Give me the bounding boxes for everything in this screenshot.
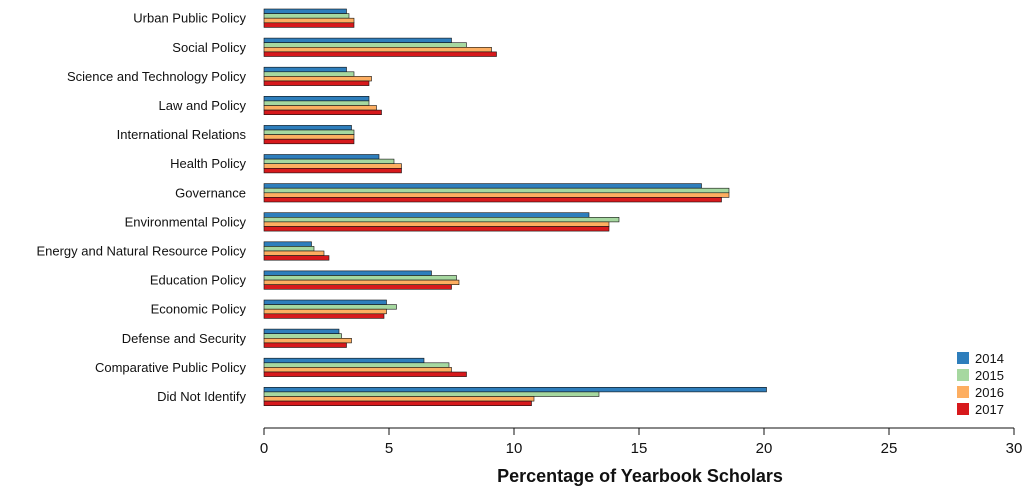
x-tick-label: 15 (631, 440, 648, 457)
bar-2015-3 (264, 101, 369, 106)
bar-2014-12 (264, 358, 424, 363)
x-tick-label: 30 (1006, 440, 1023, 457)
category-label: Urban Public Policy (133, 11, 246, 26)
bar-2016-1 (264, 47, 492, 52)
bars-layer (264, 9, 767, 406)
bar-2016-3 (264, 106, 377, 111)
bar-2016-9 (264, 280, 459, 285)
bar-2015-4 (264, 130, 354, 135)
bar-2014-10 (264, 300, 387, 305)
legend-label: 2016 (975, 385, 1004, 400)
bar-2016-12 (264, 367, 452, 372)
category-label: Economic Policy (151, 302, 247, 317)
category-label: Social Policy (172, 40, 246, 55)
bar-2015-10 (264, 305, 397, 310)
bar-2017-12 (264, 372, 467, 377)
bar-2016-6 (264, 193, 729, 198)
x-axis-title: Percentage of Yearbook Scholars (497, 466, 783, 486)
bar-2016-0 (264, 18, 354, 23)
x-axis: 0 5 10 15 20 25 30 (260, 428, 1023, 457)
category-label: Environmental Policy (125, 214, 247, 229)
category-labels: Urban Public Policy Social Policy Science … (36, 11, 246, 404)
category-label: Energy and Natural Resource Policy (36, 244, 246, 259)
category-label: International Relations (117, 127, 247, 142)
bar-2015-11 (264, 334, 342, 339)
bar-2015-0 (264, 14, 349, 19)
legend-label: 2017 (975, 402, 1004, 417)
bar-2017-13 (264, 401, 532, 406)
category-label: Comparative Public Policy (95, 360, 247, 375)
x-tick-label: 20 (756, 440, 773, 457)
bar-2016-5 (264, 164, 402, 169)
x-tick-label: 25 (881, 440, 898, 457)
category-label: Health Policy (170, 156, 246, 171)
bar-2017-1 (264, 52, 497, 57)
bar-2015-9 (264, 276, 457, 281)
x-tick-label: 0 (260, 440, 268, 457)
category-label: Governance (175, 185, 246, 200)
bar-2014-3 (264, 96, 369, 101)
bar-2017-8 (264, 256, 329, 261)
bar-2017-9 (264, 285, 452, 290)
legend-label: 2015 (975, 368, 1004, 383)
bar-2014-8 (264, 242, 312, 247)
bar-2016-13 (264, 397, 534, 402)
bar-2015-13 (264, 392, 599, 397)
bar-2014-4 (264, 125, 352, 130)
bar-2016-4 (264, 135, 354, 140)
bar-2017-2 (264, 81, 369, 86)
category-label: Law and Policy (159, 98, 247, 113)
bar-2017-5 (264, 168, 402, 173)
bar-2014-11 (264, 329, 339, 334)
legend-label: 2014 (975, 351, 1004, 366)
bar-2017-7 (264, 227, 609, 232)
bar-2016-8 (264, 251, 324, 256)
bar-2014-1 (264, 38, 452, 43)
bar-2016-2 (264, 76, 372, 81)
legend-swatch-2017 (957, 403, 969, 415)
bar-2017-0 (264, 23, 354, 28)
bar-2017-4 (264, 139, 354, 144)
bar-2015-1 (264, 43, 467, 48)
x-tick-label: 10 (506, 440, 523, 457)
category-label: Did Not Identify (157, 389, 246, 404)
legend-swatch-2016 (957, 386, 969, 398)
bar-2016-7 (264, 222, 609, 227)
bar-2017-11 (264, 343, 347, 348)
bar-2014-9 (264, 271, 432, 276)
bar-2015-2 (264, 72, 354, 77)
bar-2016-11 (264, 338, 352, 343)
bar-2017-6 (264, 197, 722, 202)
bar-2017-3 (264, 110, 382, 115)
bar-2014-5 (264, 155, 379, 160)
bar-2014-13 (264, 387, 767, 392)
bar-2015-5 (264, 159, 394, 164)
bar-2014-7 (264, 213, 589, 218)
legend-swatch-2015 (957, 369, 969, 381)
bar-2015-7 (264, 217, 619, 222)
bar-2015-6 (264, 188, 729, 193)
bar-2016-10 (264, 309, 387, 314)
bar-2015-8 (264, 246, 314, 251)
legend: 2014 2015 2016 2017 (957, 351, 1004, 417)
bar-2017-10 (264, 314, 384, 319)
category-label: Science and Technology Policy (67, 69, 246, 84)
x-tick-label: 5 (385, 440, 393, 457)
category-label: Education Policy (150, 273, 247, 288)
category-label: Defense and Security (122, 331, 247, 346)
bar-2014-2 (264, 67, 347, 72)
bar-2014-6 (264, 184, 702, 189)
bar-2015-12 (264, 363, 449, 368)
bar-2014-0 (264, 9, 347, 14)
legend-swatch-2014 (957, 352, 969, 364)
